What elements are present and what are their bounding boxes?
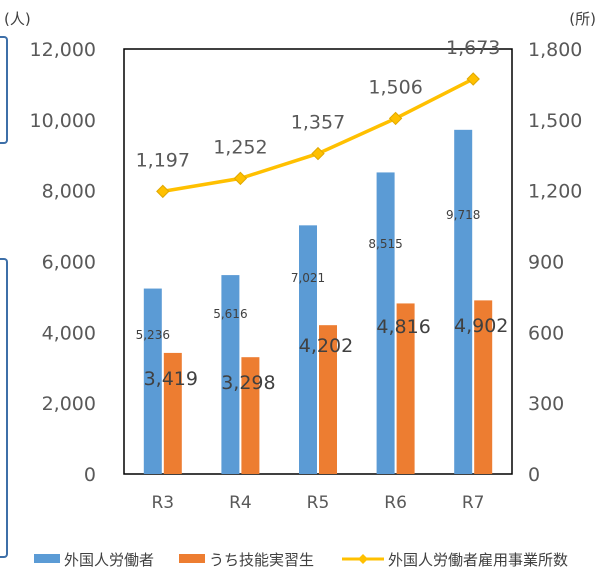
left-axis-unit: (人) <box>4 10 31 28</box>
legend-label-establishments: 外国人労働者雇用事業所数 <box>388 551 568 569</box>
bar-technical-interns-R5 <box>319 325 337 474</box>
line-marker-R3 <box>156 184 170 199</box>
bar-foreign-workers-R3 <box>143 288 162 474</box>
data-label-technical-interns: 3,298 <box>221 372 275 394</box>
legend-swatch-foreign-workers <box>34 554 60 563</box>
bar-foreign-workers-R6 <box>376 172 395 475</box>
x-axis-tick-label: R4 <box>229 493 252 513</box>
data-label-technical-interns: 4,816 <box>376 316 430 338</box>
data-label-establishments: 1,252 <box>213 136 267 158</box>
left-axis-tick-label: 8,000 <box>42 181 96 203</box>
line-marker-R6 <box>388 111 403 126</box>
data-label-establishments: 1,357 <box>291 112 345 134</box>
left-axis-tick-label: 2,000 <box>42 393 96 415</box>
data-label-foreign-workers: 5,236 <box>136 328 170 342</box>
x-axis-tick-label: R5 <box>307 493 330 513</box>
bar-technical-interns-R6 <box>396 303 415 474</box>
right-axis-tick-label: 1,200 <box>528 181 582 203</box>
right-axis-tick-label: 300 <box>528 393 564 415</box>
left-axis-tick-label: 0 <box>84 464 96 486</box>
line-establishments <box>162 77 474 194</box>
data-label-foreign-workers: 5,616 <box>213 307 247 321</box>
line-marker-R5 <box>311 146 325 161</box>
legend-swatch-technical-interns <box>179 554 205 563</box>
bar-technical-interns-R7 <box>474 300 493 474</box>
data-label-establishments: 1,673 <box>446 37 500 59</box>
plot-area-frame <box>123 48 513 475</box>
data-label-foreign-workers: 9,718 <box>446 208 480 222</box>
legend-marker-establishments <box>358 554 368 564</box>
right-axis-tick-label: 600 <box>528 322 564 344</box>
left-axis-tick-label: 12,000 <box>30 39 96 61</box>
legend-label-foreign-workers: 外国人労働者 <box>64 551 154 569</box>
data-label-technical-interns: 4,902 <box>454 315 508 337</box>
bar-foreign-workers-R5 <box>299 225 317 474</box>
right-axis-tick-label: 900 <box>528 252 564 274</box>
legend-label-technical-interns: うち技能実習生 <box>209 551 314 569</box>
bar-foreign-workers-R4 <box>221 275 240 474</box>
line-marker-R7 <box>466 72 480 86</box>
data-label-establishments: 1,506 <box>368 76 422 98</box>
bar-foreign-workers-R7 <box>454 129 473 474</box>
line-marker-R4 <box>233 171 248 186</box>
bar-technical-interns-R3 <box>163 352 182 474</box>
left-axis-tick-label: 4,000 <box>42 322 96 344</box>
data-label-foreign-workers: 8,515 <box>368 237 402 251</box>
right-axis-tick-label: 1,800 <box>528 39 582 61</box>
right-axis-tick-label: 0 <box>528 464 540 486</box>
x-axis-tick-label: R7 <box>462 493 485 513</box>
left-edge-bracket-upper <box>0 36 8 144</box>
left-axis-tick-label: 10,000 <box>30 110 96 132</box>
bar-technical-interns-R4 <box>241 357 260 474</box>
data-label-foreign-workers: 7,021 <box>291 271 325 285</box>
right-axis-unit: (所) <box>569 10 596 28</box>
x-axis-tick-label: R3 <box>151 493 174 513</box>
data-label-establishments: 1,197 <box>136 149 190 171</box>
data-label-technical-interns: 3,419 <box>144 368 198 390</box>
data-label-technical-interns: 4,202 <box>299 335 353 357</box>
right-axis-tick-label: 1,500 <box>528 110 582 132</box>
x-axis-tick-label: R6 <box>384 493 407 513</box>
left-axis-tick-label: 6,000 <box>42 252 96 274</box>
left-edge-bracket-lower <box>0 258 8 558</box>
